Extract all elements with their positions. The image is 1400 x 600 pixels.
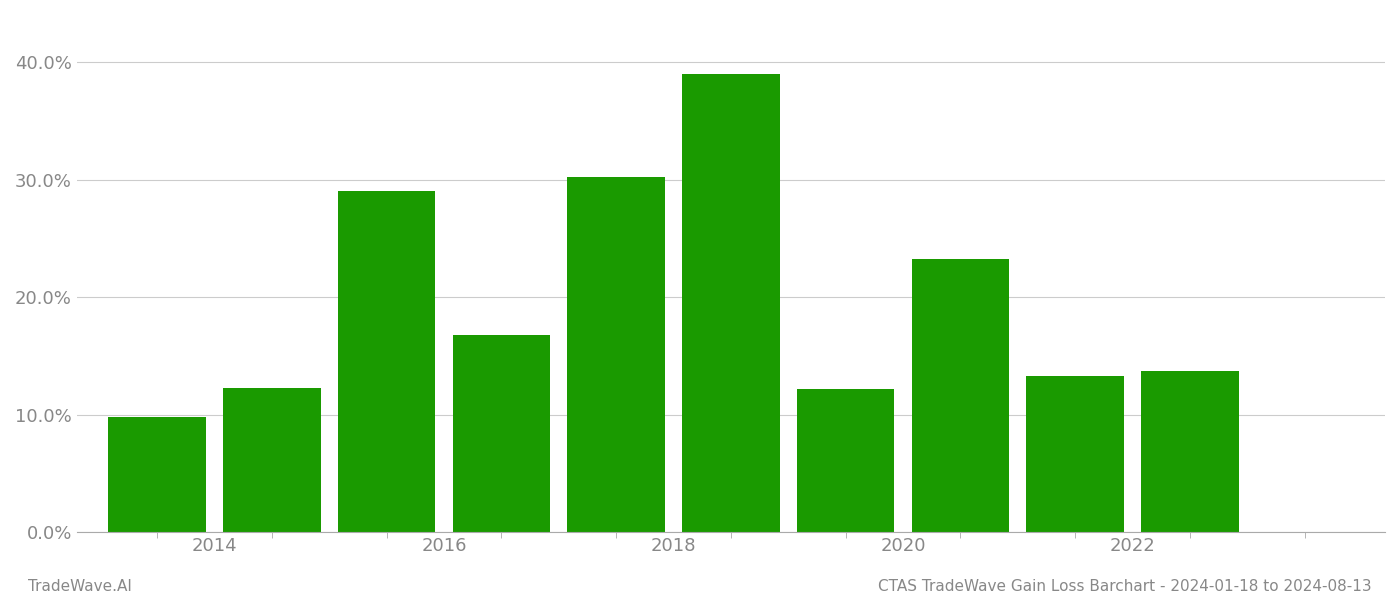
Text: TradeWave.AI: TradeWave.AI [28, 579, 132, 594]
Bar [223, 388, 321, 532]
Bar [682, 74, 780, 532]
Bar [452, 335, 550, 532]
Bar [108, 417, 206, 532]
Bar [1141, 371, 1239, 532]
Bar [797, 389, 895, 532]
Bar [1026, 376, 1124, 532]
Text: CTAS TradeWave Gain Loss Barchart - 2024-01-18 to 2024-08-13: CTAS TradeWave Gain Loss Barchart - 2024… [878, 579, 1372, 594]
Bar [337, 191, 435, 532]
Bar [911, 259, 1009, 532]
Bar [567, 177, 665, 532]
